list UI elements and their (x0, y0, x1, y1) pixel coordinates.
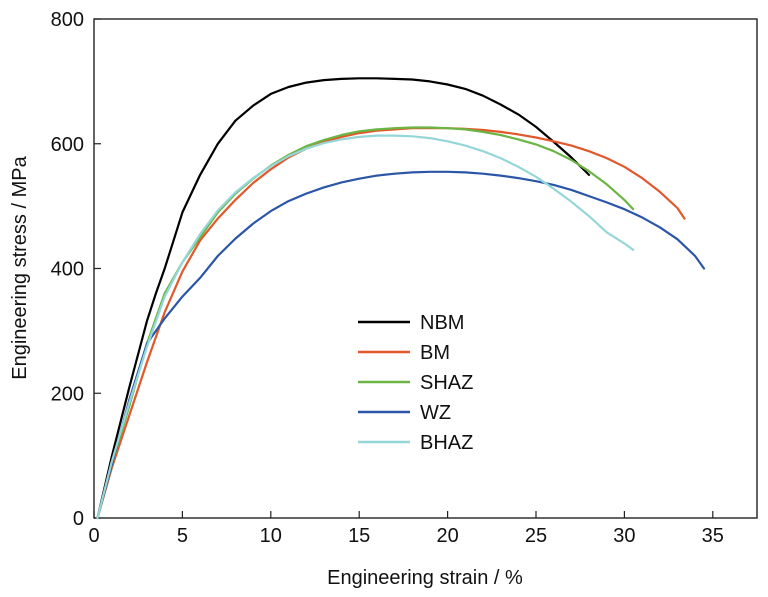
y-tick-label: 800 (51, 9, 84, 31)
series-line-bhaz (96, 134, 635, 520)
x-tick-label: 10 (260, 525, 282, 547)
legend-label-shaz: SHAZ (420, 372, 473, 394)
series-line-nbm (96, 77, 591, 520)
series-line-wz (96, 170, 706, 520)
series-layer (96, 77, 706, 520)
y-tick-label: 0 (73, 508, 84, 530)
y-tick-label: 600 (51, 134, 84, 156)
x-tick-label: 15 (348, 525, 370, 547)
x-tick-label: 5 (177, 525, 188, 547)
series-line-bm (96, 127, 686, 520)
x-tick-label: 20 (436, 525, 458, 547)
legend-label-bhaz: BHAZ (420, 432, 473, 454)
y-axis-ticks: 0 200 400 600 800 (51, 9, 101, 530)
legend-label-nbm: NBM (420, 312, 464, 334)
x-tick-label: 30 (613, 525, 635, 547)
x-axis-ticks: 0 5 10 15 20 25 30 35 (88, 511, 724, 547)
x-axis-title: Engineering strain / % (327, 567, 523, 589)
legend-label-wz: WZ (420, 402, 451, 424)
legend: NBM BM SHAZ WZ BHAZ (358, 312, 473, 454)
y-tick-label: 200 (51, 383, 84, 405)
x-tick-label: 35 (702, 525, 724, 547)
legend-label-bm: BM (420, 342, 450, 364)
y-axis-title: Engineering stress / MPa (9, 155, 31, 379)
x-tick-label: 25 (525, 525, 547, 547)
x-tick-label: 0 (88, 525, 99, 547)
y-tick-label: 400 (51, 259, 84, 281)
